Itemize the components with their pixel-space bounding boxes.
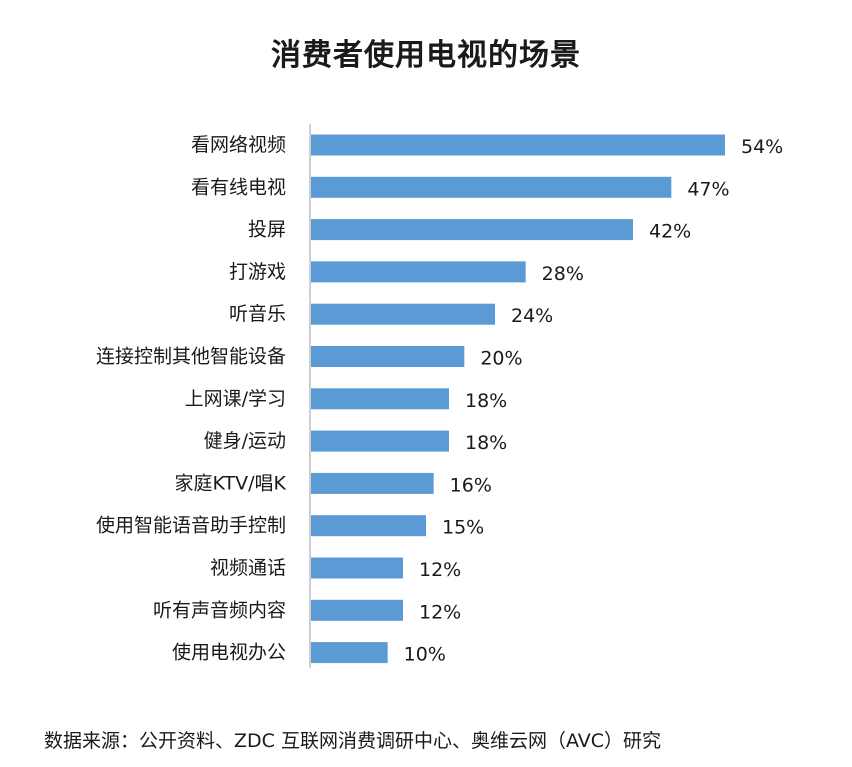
bar: [311, 472, 434, 494]
value-label: 15%: [442, 517, 484, 539]
category-label: 连接控制其他智能设备: [96, 346, 286, 368]
value-label: 28%: [542, 263, 584, 285]
category-label: 打游戏: [229, 261, 286, 283]
value-label: 18%: [465, 432, 507, 454]
bar: [311, 303, 495, 325]
value-label: 24%: [511, 305, 553, 327]
category-label: 视频通话: [210, 557, 286, 579]
category-label: 家庭KTV/唱K: [175, 472, 287, 494]
value-label: 47%: [687, 178, 729, 200]
value-label: 42%: [649, 221, 691, 243]
bar: [311, 430, 449, 452]
value-label: 16%: [450, 474, 492, 496]
category-label: 听音乐: [229, 303, 286, 325]
bar: [311, 176, 672, 198]
value-label: 54%: [741, 136, 783, 158]
category-label: 健身/运动: [204, 430, 286, 452]
category-label: 上网课/学习: [185, 388, 286, 410]
chart-title: 消费者使用电视的场景: [271, 38, 581, 73]
bar: [311, 557, 403, 579]
category-label: 投屏: [248, 219, 286, 241]
category-label: 看网络视频: [191, 134, 286, 156]
category-label: 使用电视办公: [172, 642, 286, 664]
bar: [311, 642, 388, 664]
category-label: 使用智能语音助手控制: [96, 515, 286, 537]
bar: [311, 599, 403, 621]
bar: [311, 388, 449, 410]
category-label: 听有声音频内容: [153, 599, 286, 621]
category-label: 看有线电视: [191, 176, 286, 198]
value-label: 20%: [480, 348, 522, 370]
value-label: 10%: [404, 644, 446, 666]
bar: [311, 134, 725, 156]
value-label: 18%: [465, 390, 507, 412]
source-note: 数据来源：公开资料、ZDC 互联网消费调研中心、奥维云网（AVC）研究: [44, 730, 662, 752]
bar: [311, 346, 465, 367]
value-label: 12%: [419, 601, 461, 623]
bar: [311, 261, 526, 283]
bars-group: 看网络视频 54% 看有线电视 47% 投屏 42% 打游戏 28% 听音乐 24% 连接控制其他智…: [96, 134, 783, 666]
bar: [311, 219, 633, 241]
value-label: 12%: [419, 559, 461, 581]
bar: [311, 515, 426, 537]
